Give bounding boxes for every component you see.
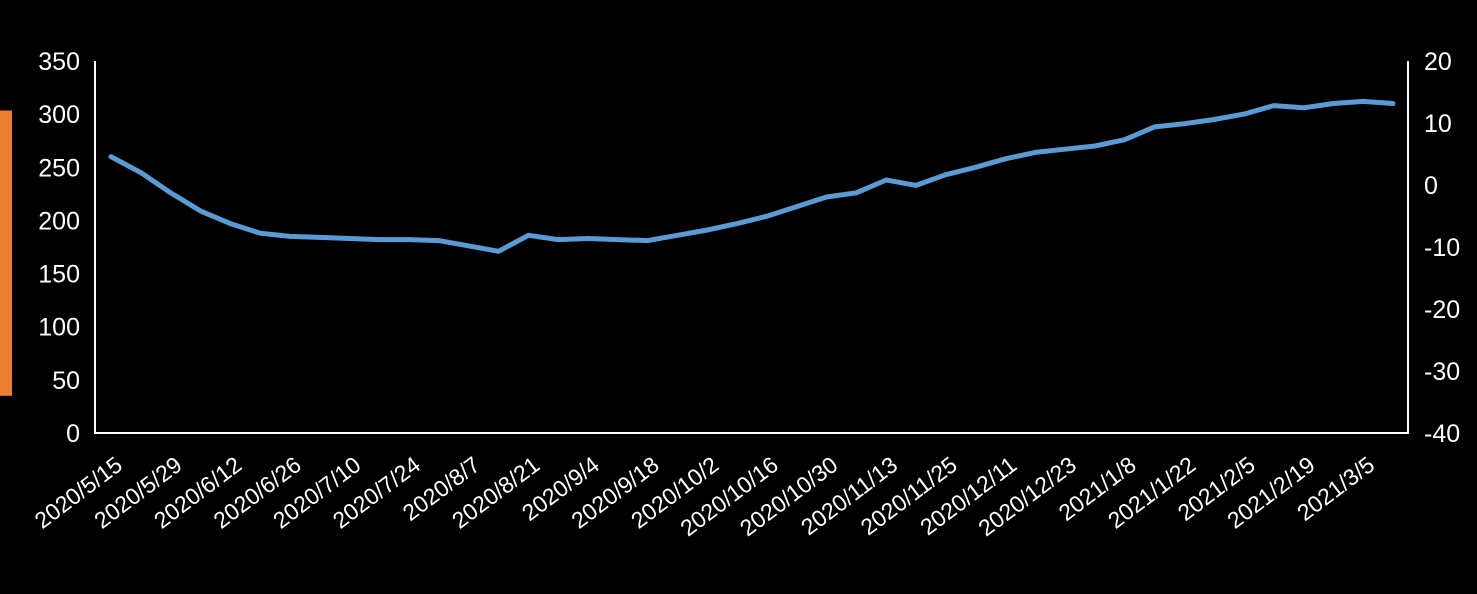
bar xyxy=(0,185,12,192)
left-axis-tick-label: 350 xyxy=(38,48,80,76)
left-axis-tick-label: 200 xyxy=(38,207,80,235)
right-axis-tick-label: -20 xyxy=(1424,296,1460,324)
right-axis-tick-label: -40 xyxy=(1424,420,1460,448)
right-axis-tick-label: 20 xyxy=(1424,48,1452,76)
left-axis-tick-label: 0 xyxy=(66,420,80,448)
line-series xyxy=(108,98,1396,254)
right-axis-tick-label: -10 xyxy=(1424,234,1460,262)
left-axis-tick-label: 50 xyxy=(52,367,80,395)
bar xyxy=(0,185,12,216)
left-axis-tick-label: 100 xyxy=(38,314,80,342)
right-axis-tick-label: 10 xyxy=(1424,110,1452,138)
left-axis-tick-label: 150 xyxy=(38,261,80,289)
right-axis-tick-label: 0 xyxy=(1424,172,1438,200)
right-axis-tick-label: -30 xyxy=(1424,358,1460,386)
left-axis-tick-label: 250 xyxy=(38,154,80,182)
bar xyxy=(0,178,12,185)
left-axis-tick-label: 300 xyxy=(38,101,80,129)
